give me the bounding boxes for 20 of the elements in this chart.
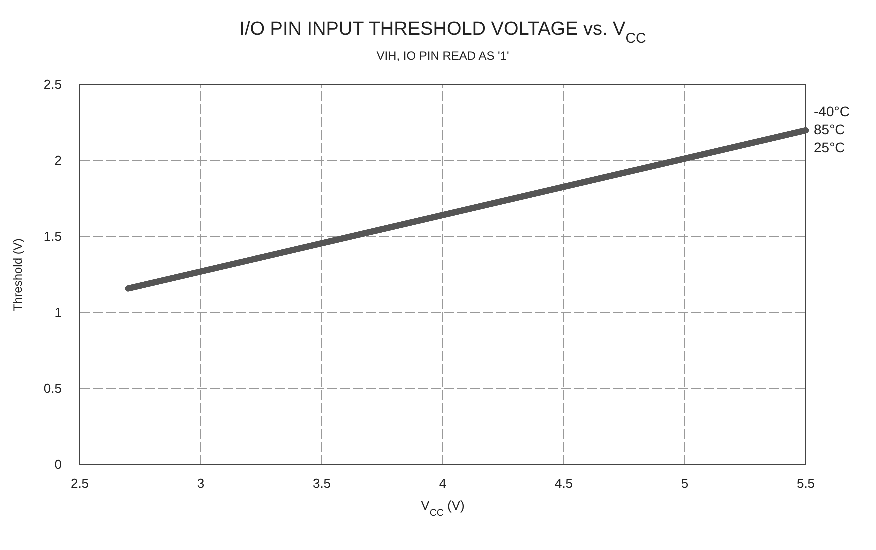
x-tick-label: 3 xyxy=(197,476,205,492)
x-tick-label: 4 xyxy=(439,476,447,492)
x-tick-label: 5 xyxy=(681,476,689,492)
x-axis-title: V$_{CC}$ (V) xyxy=(421,498,465,518)
x-tick-label: 4.5 xyxy=(554,476,574,492)
y-tick-label: 1 xyxy=(54,305,62,320)
y-tick-label: 1.5 xyxy=(44,229,62,244)
x-tick-label: 3.5 xyxy=(312,476,332,492)
y-tick-label: 2.5 xyxy=(44,77,62,92)
x-tick-label: 5.5 xyxy=(796,476,816,492)
series-label: 85°C xyxy=(814,122,846,138)
x-tick-label: 2.5 xyxy=(70,476,90,492)
y-axis-title: Threshold (V) xyxy=(11,238,25,312)
chart-subtitle: VIH, IO PIN READ AS '1' xyxy=(376,49,510,63)
series-label: -40°C xyxy=(814,104,850,120)
series-label: 25°C xyxy=(814,140,846,156)
y-tick-label: 0 xyxy=(54,457,62,472)
chart-title: I/O PIN INPUT THRESHOLD VOLTAGE vs. V$_{CC}$ xyxy=(240,19,646,47)
y-tick-label: 0.5 xyxy=(44,381,62,396)
y-tick-label: 2 xyxy=(54,153,62,168)
